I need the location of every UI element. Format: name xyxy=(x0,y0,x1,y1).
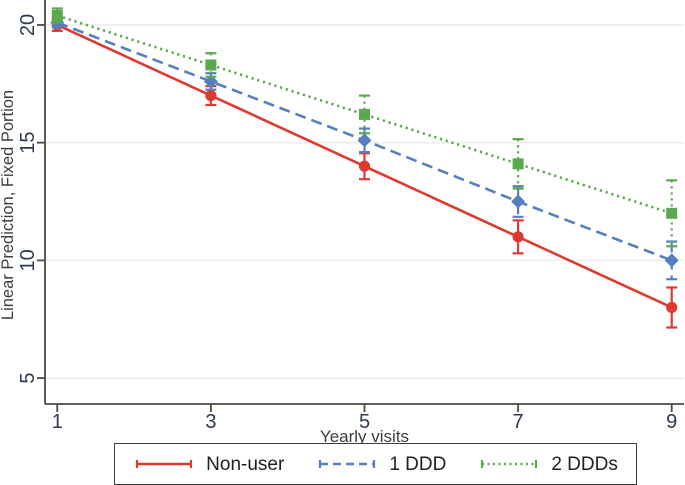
y-tick-label: 20 xyxy=(17,14,39,36)
legend-label-1-ddd: 1 DDD xyxy=(389,453,447,475)
series-1-ddd xyxy=(50,15,679,281)
marker-circle xyxy=(512,231,524,243)
marker-diamond xyxy=(664,253,679,268)
y-tick-label: 10 xyxy=(17,249,39,271)
y-tick-label: 15 xyxy=(17,132,39,154)
marker-circle xyxy=(666,301,678,314)
marker-circle xyxy=(205,89,217,102)
marker-square xyxy=(205,59,217,71)
marker-diamond xyxy=(357,133,372,148)
legend-item-1-ddd: 1 DDD xyxy=(316,455,446,474)
marker-square xyxy=(512,158,524,170)
legend-label-non-user: Non-user xyxy=(206,453,285,475)
legend-row: Non-user 1 DDD 2 DDDs xyxy=(0,443,685,485)
marker-square xyxy=(666,207,678,219)
legend-sample-dashed-line xyxy=(319,460,376,468)
legend-box: Non-user 1 DDD 2 DDDs xyxy=(114,443,637,485)
marker-diamond xyxy=(203,74,218,89)
legend-sample-dotted-line xyxy=(481,460,538,468)
x-axis-title: Yearly visits xyxy=(320,427,409,443)
marker-square xyxy=(359,108,370,120)
marker-square xyxy=(51,10,63,22)
legend-sample-solid-line xyxy=(136,460,193,468)
legend-item-non-user: Non-user xyxy=(133,455,284,474)
legend-item-2-ddds: 2 DDDs xyxy=(478,455,618,474)
x-tick-label: 5 xyxy=(359,411,370,433)
marker-diamond xyxy=(511,194,526,209)
x-tick-label: 1 xyxy=(52,411,63,433)
x-tick-label: 3 xyxy=(205,411,216,433)
y-axis-title: Linear Prediction, Fixed Portion xyxy=(0,90,17,320)
legend-label-2-ddds: 2 DDDs xyxy=(551,453,618,475)
marker-circle xyxy=(358,160,371,172)
line-plot-area: 5 10 15 20 1 3 5 7 9 Yearly visits Linear Predicti… xyxy=(0,0,684,443)
series-2-ddds xyxy=(51,7,678,248)
y-tick-label: 5 xyxy=(17,373,39,384)
series-non-user xyxy=(51,17,678,329)
x-tick-label: 9 xyxy=(666,411,677,433)
x-tick-label: 7 xyxy=(513,411,524,433)
